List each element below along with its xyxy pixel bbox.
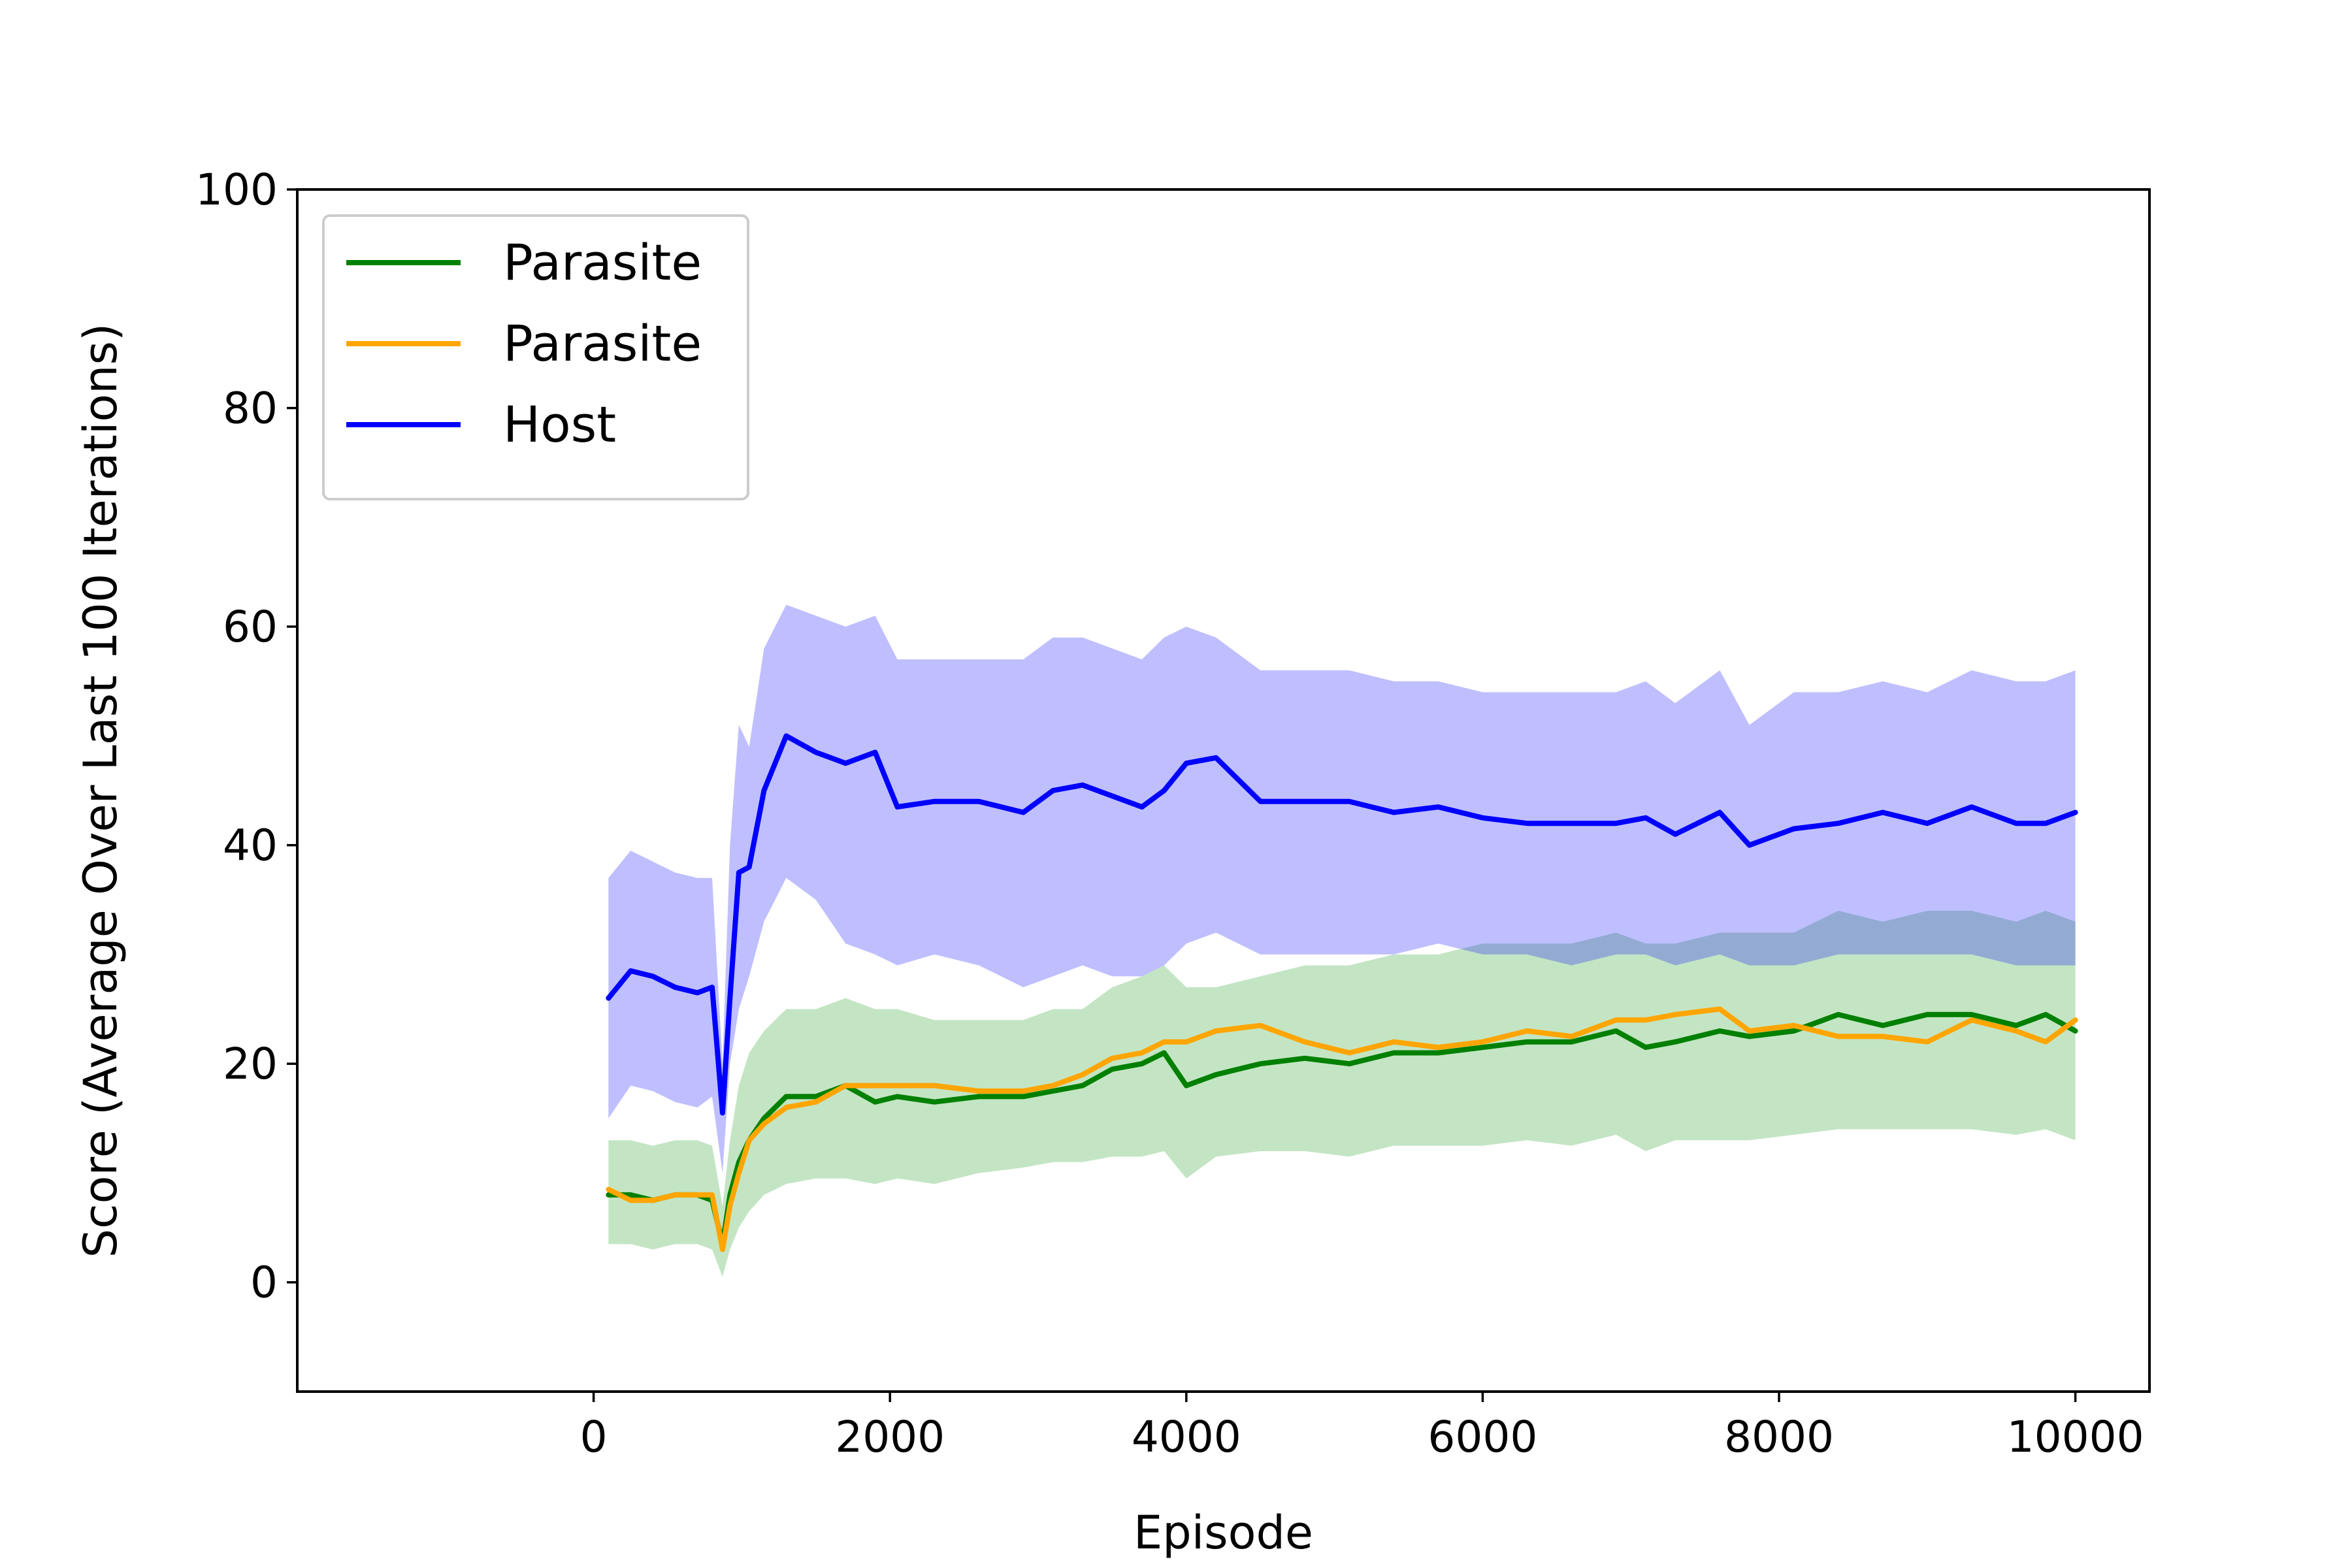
x-tick-label: 2000 [835, 1412, 945, 1462]
x-axis: 0 2000 4000 6000 8000 10000 [580, 1392, 2144, 1462]
y-tick-label: 20 [223, 1039, 278, 1089]
x-tick-label: 8000 [1724, 1412, 1834, 1462]
confidence-band-3 [608, 604, 2076, 1173]
y-tick-label: 40 [223, 821, 278, 871]
series-line-3 [606, 733, 2078, 1116]
legend-label-3: Host [503, 395, 616, 453]
y-axis: 0 20 40 60 80 100 [195, 165, 297, 1308]
legend-label-1: Parasite [503, 233, 702, 291]
x-tick-label: 6000 [1428, 1412, 1537, 1462]
x-tick-label: 4000 [1132, 1412, 1241, 1462]
confidence-band-1 [608, 911, 2076, 1277]
legend-entries: Parasite Parasite Host [346, 233, 702, 453]
x-tick-label: 0 [580, 1412, 608, 1462]
confidence-bands [608, 604, 2076, 1277]
y-tick-label: 100 [195, 165, 278, 215]
y-tick-label: 80 [223, 384, 278, 434]
legend-frame [322, 214, 749, 500]
y-tick-label: 60 [223, 602, 278, 652]
series-line-1 [606, 1011, 2078, 1247]
plot-frame [296, 188, 2151, 1393]
series-lines [606, 733, 2078, 1252]
x-tick-label: 10000 [2007, 1412, 2144, 1462]
legend-label-2: Parasite [503, 314, 702, 372]
y-tick-label: 0 [250, 1258, 278, 1308]
y-axis-label: Score (Average Over Last 100 Iterations) [74, 323, 127, 1258]
legend: Parasite Parasite Host [322, 214, 749, 500]
x-axis-label: Episode [1134, 1506, 1313, 1560]
series-line-2 [606, 1006, 2078, 1252]
